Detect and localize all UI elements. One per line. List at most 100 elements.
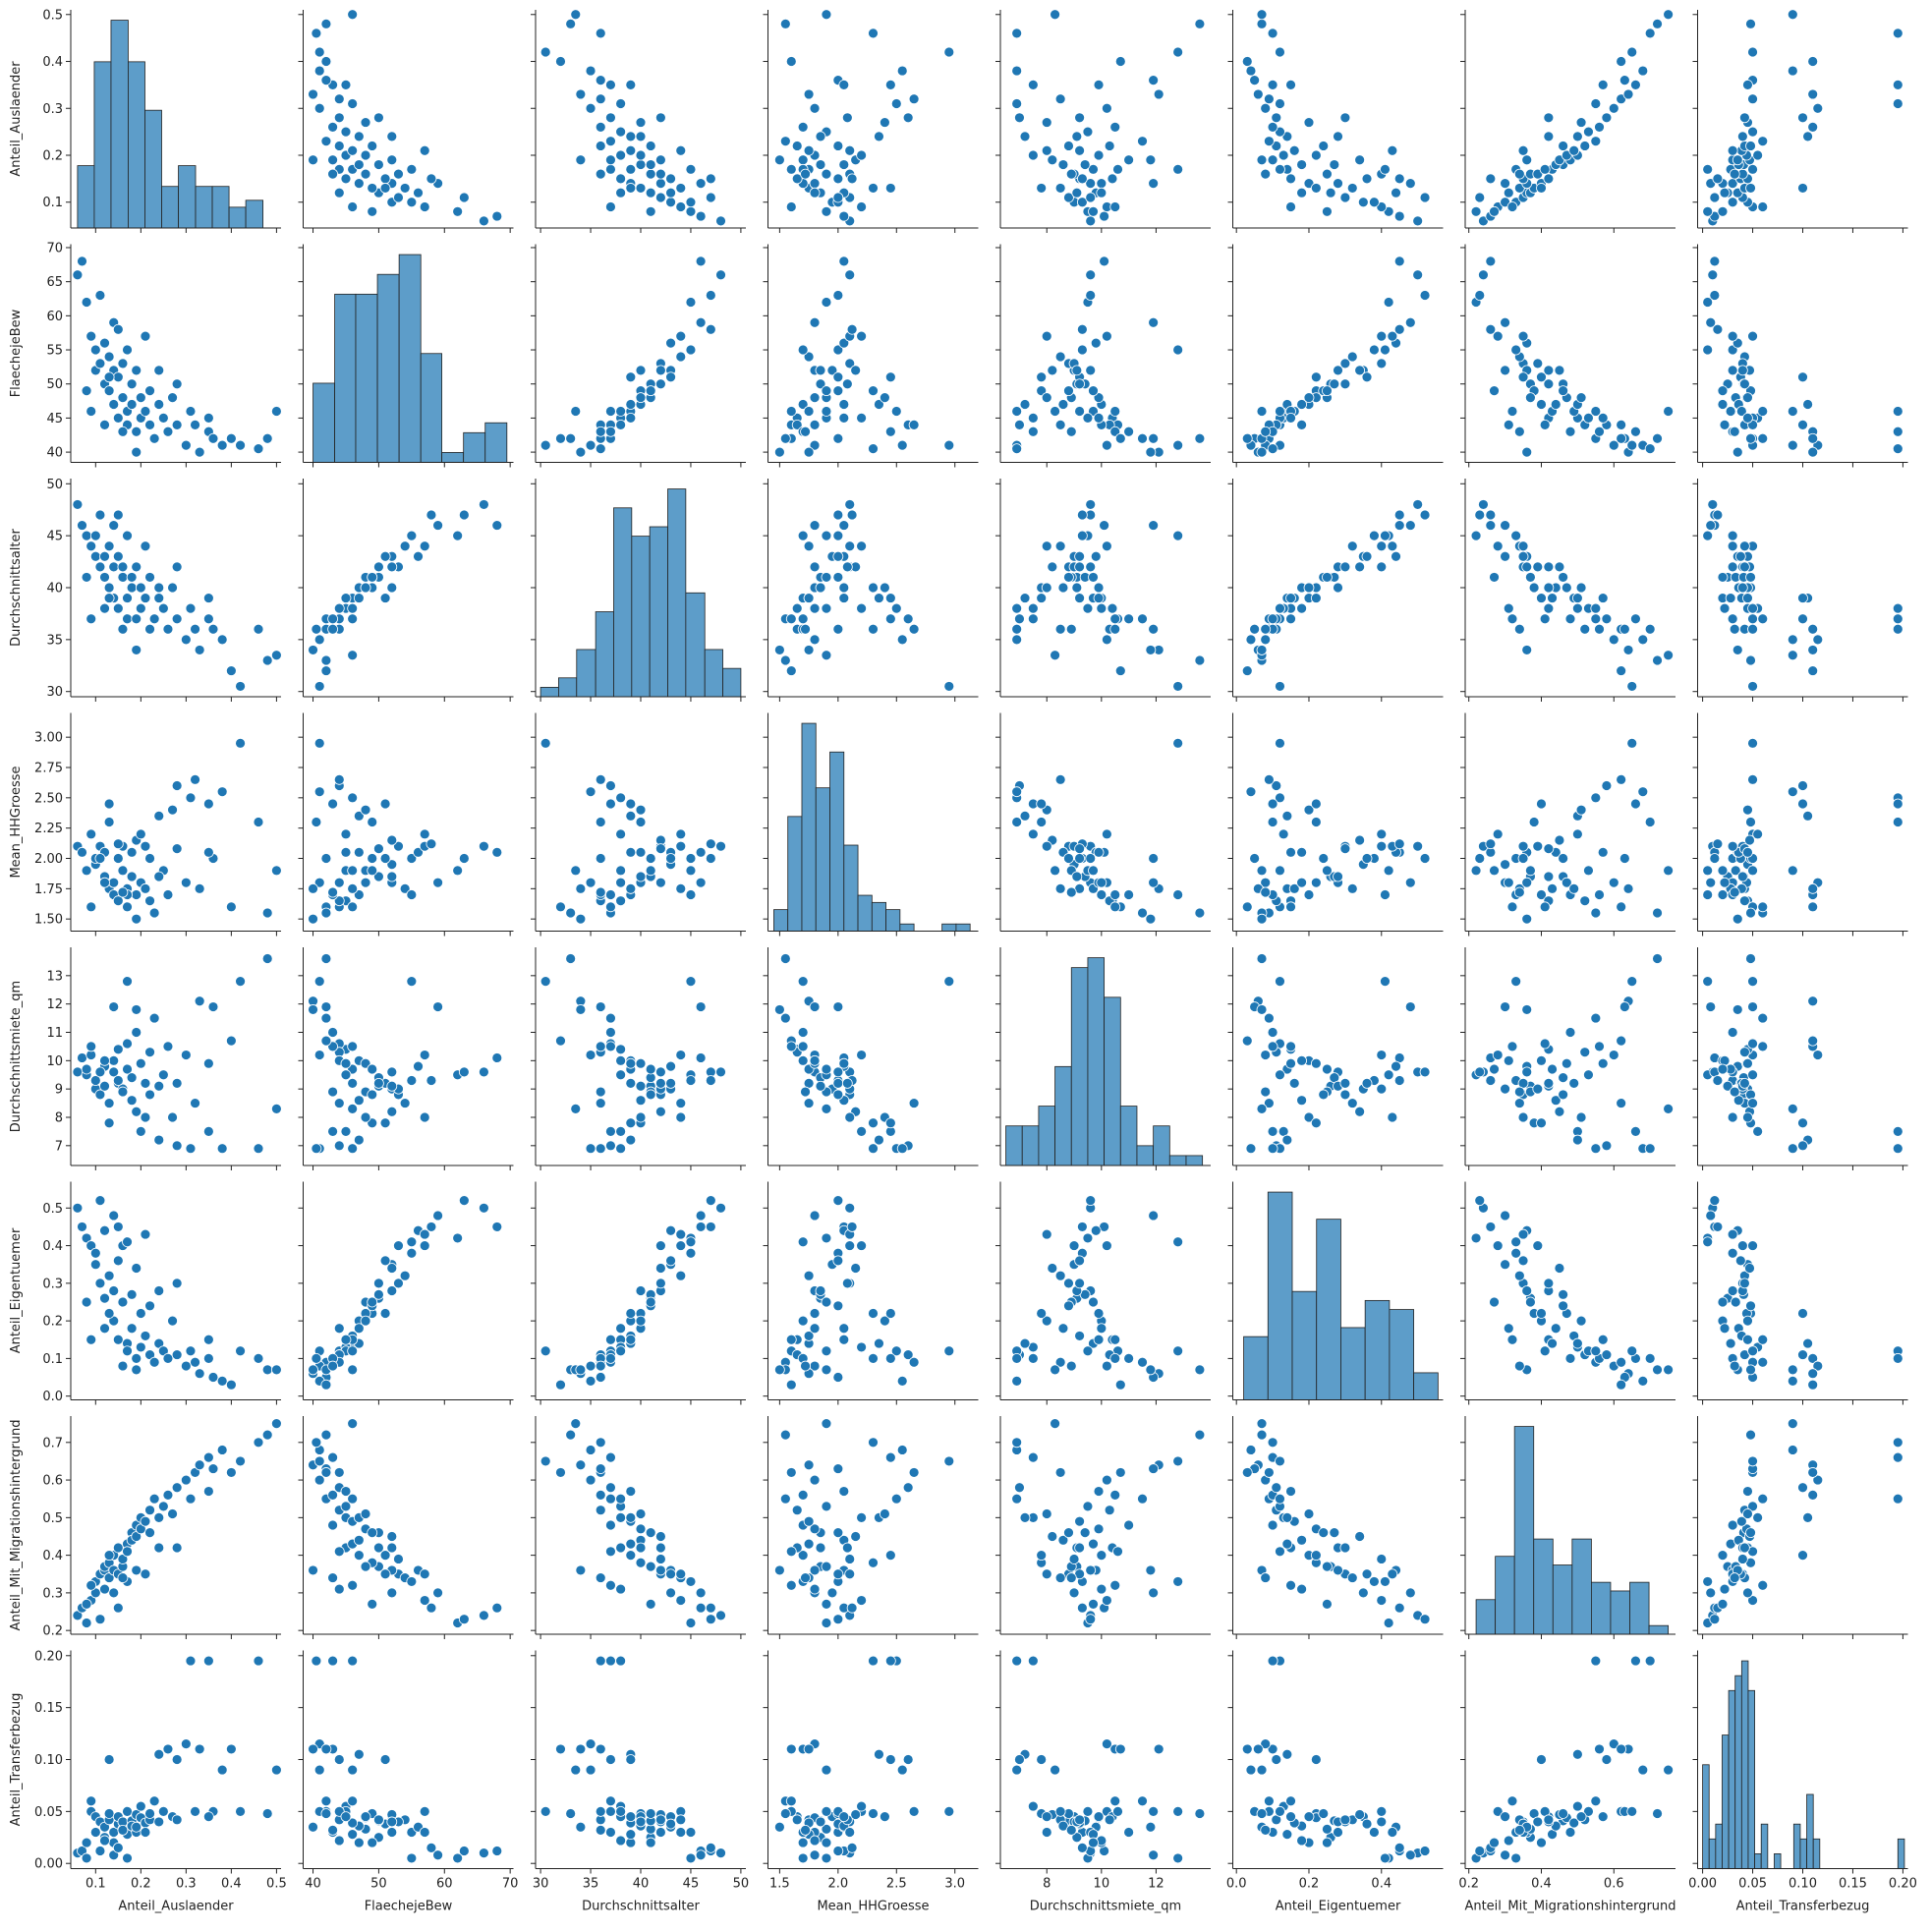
scatter-point bbox=[695, 1849, 707, 1861]
scatter-point bbox=[832, 141, 844, 151]
scatter-point bbox=[162, 1352, 174, 1364]
scatter-point bbox=[225, 901, 237, 913]
scatter-point bbox=[162, 1041, 174, 1052]
scatter-point bbox=[1590, 613, 1602, 625]
histogram-bar bbox=[1702, 1764, 1710, 1869]
scatter-point bbox=[1702, 889, 1714, 900]
scatter-point bbox=[1594, 623, 1605, 635]
scatter-point bbox=[1558, 385, 1569, 397]
scatter-point bbox=[171, 613, 183, 625]
scatter-point bbox=[253, 623, 264, 635]
scatter-point bbox=[1712, 838, 1724, 850]
scatter-point bbox=[479, 1066, 489, 1078]
scatter-point bbox=[1368, 344, 1380, 356]
scatter-point bbox=[800, 1572, 811, 1583]
scatter-point bbox=[1252, 1743, 1264, 1755]
scatter-point bbox=[846, 1222, 858, 1232]
scatter-point bbox=[1101, 1240, 1112, 1251]
scatter-point bbox=[1082, 126, 1094, 138]
scatter-point bbox=[1148, 1805, 1160, 1817]
scatter-point bbox=[1093, 582, 1105, 594]
scatter-point bbox=[1601, 112, 1613, 124]
scatter-point bbox=[131, 1821, 142, 1833]
scatter-point bbox=[595, 168, 606, 180]
scatter-point bbox=[1745, 907, 1756, 919]
scatter-point bbox=[1011, 98, 1023, 109]
scatter-point bbox=[635, 1057, 647, 1069]
scatter-point bbox=[1391, 1060, 1401, 1072]
scatter-point bbox=[1807, 1035, 1819, 1047]
scatter-point bbox=[884, 79, 896, 90]
scatter-point bbox=[479, 1202, 489, 1214]
scatter-point bbox=[868, 28, 879, 39]
scatter-point bbox=[1663, 9, 1675, 21]
scatter-point bbox=[1807, 121, 1819, 133]
x-tick-label: 50 bbox=[733, 1877, 750, 1892]
scatter-point bbox=[347, 1418, 359, 1430]
scatter-point bbox=[479, 1847, 489, 1859]
scatter-point bbox=[99, 1323, 110, 1335]
scatter-point bbox=[393, 1278, 404, 1289]
scatter-point bbox=[1807, 432, 1819, 444]
scatter-point bbox=[884, 1655, 896, 1667]
scatter-point bbox=[625, 1057, 637, 1069]
scatter-point bbox=[1757, 1041, 1769, 1052]
scatter-point bbox=[185, 1655, 197, 1667]
scatter-point bbox=[320, 1012, 332, 1024]
scatter-point bbox=[695, 316, 707, 328]
scatter-point bbox=[1137, 907, 1148, 919]
scatter-point bbox=[1172, 46, 1184, 58]
scatter-point bbox=[1601, 1140, 1613, 1152]
scatter-point bbox=[1011, 602, 1023, 614]
scatter-point bbox=[202, 1126, 214, 1137]
scatter-point bbox=[902, 1482, 914, 1494]
scatter-point bbox=[327, 1027, 338, 1038]
scatter-point bbox=[540, 737, 551, 749]
scatter-point bbox=[1500, 316, 1510, 328]
histogram-bar bbox=[1715, 1823, 1723, 1869]
scatter-point bbox=[821, 9, 832, 21]
scatter-point bbox=[1536, 798, 1547, 810]
scatter-point bbox=[432, 520, 443, 531]
scatter-point bbox=[695, 1210, 707, 1222]
scatter-point bbox=[1583, 126, 1594, 138]
scatter-point bbox=[1404, 877, 1416, 888]
scatter-point bbox=[1346, 882, 1358, 894]
scatter-point bbox=[1787, 650, 1798, 661]
scatter-point bbox=[1532, 561, 1544, 573]
x-tick-label: 2.0 bbox=[827, 1877, 848, 1892]
scatter-point bbox=[809, 1210, 821, 1222]
scatter-point bbox=[1644, 1143, 1656, 1155]
scatter-point bbox=[685, 344, 697, 356]
scatter-point bbox=[185, 792, 197, 804]
scatter-point bbox=[665, 337, 676, 349]
scatter-point bbox=[1797, 1349, 1808, 1360]
scatter-point bbox=[1734, 550, 1746, 562]
scatter-point bbox=[1054, 1572, 1066, 1583]
scatter-point bbox=[194, 1368, 205, 1380]
x-axis-label: Mean_HHGroesse bbox=[817, 1900, 929, 1914]
scatter-point bbox=[1797, 798, 1808, 810]
scatter-point bbox=[1107, 173, 1118, 185]
scatter-point bbox=[821, 650, 832, 661]
scatter-point bbox=[595, 1098, 606, 1108]
scatter-point bbox=[185, 1345, 197, 1357]
scatter-point bbox=[1558, 853, 1569, 864]
y-tick-label: 0.00 bbox=[34, 1857, 63, 1872]
scatter-point bbox=[1616, 1356, 1627, 1368]
scatter-point bbox=[426, 1075, 437, 1086]
scatter-point bbox=[1543, 1077, 1555, 1089]
y-axis-label: FlaechejeBew bbox=[9, 309, 24, 397]
histogram-bar bbox=[420, 353, 443, 463]
scatter-point bbox=[685, 163, 697, 175]
scatter-point bbox=[1506, 613, 1518, 625]
scatter-point bbox=[261, 953, 273, 964]
scatter-point bbox=[131, 1106, 142, 1117]
scatter-point bbox=[1590, 98, 1602, 109]
scatter-point bbox=[625, 79, 637, 90]
scatter-point bbox=[103, 1098, 115, 1108]
scatter-point bbox=[1011, 1352, 1023, 1364]
scatter-point bbox=[140, 1077, 151, 1089]
scatter-point bbox=[1333, 582, 1343, 594]
scatter-point bbox=[432, 1001, 443, 1012]
